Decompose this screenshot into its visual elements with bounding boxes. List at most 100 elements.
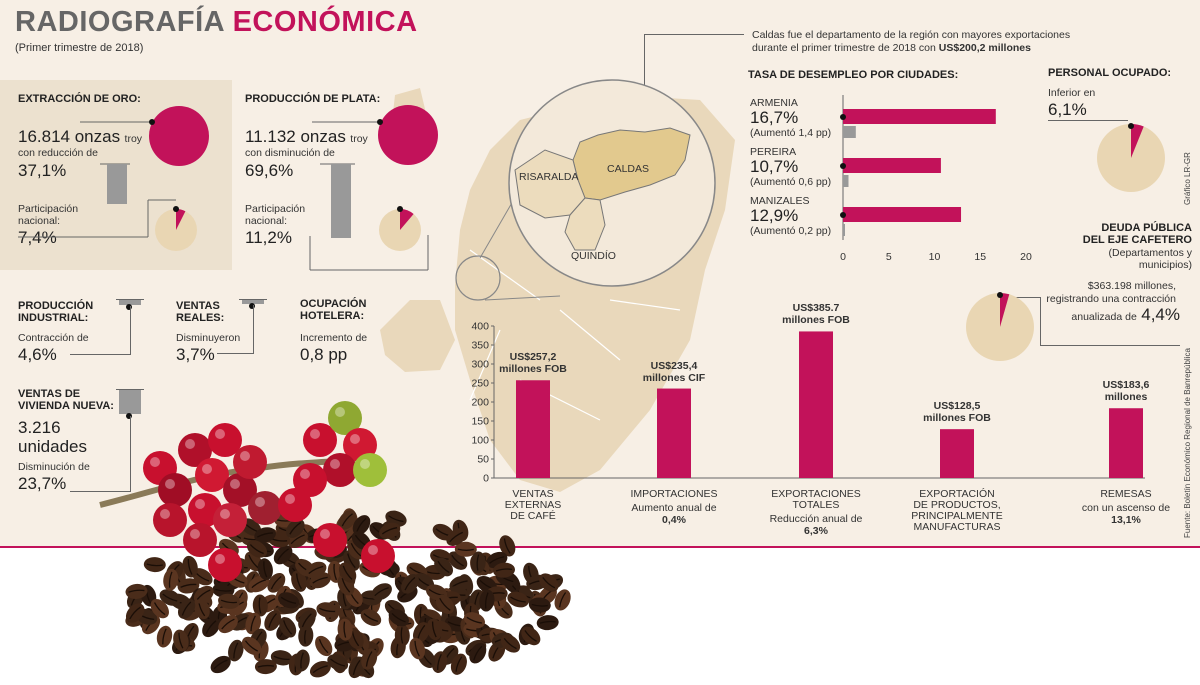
housing-heading-2: VIVIENDA NUEVA:: [18, 400, 114, 412]
trade-bar-2: [799, 331, 833, 478]
debt-text-3-line: anualizada de 4,4%: [1071, 305, 1180, 325]
debt-sub-2: municipios): [1138, 259, 1192, 271]
housing-units-label: unidades: [18, 437, 88, 456]
industrial-leader-h: [70, 354, 131, 355]
debt-sub-1: (Departamentos y: [1108, 247, 1192, 259]
industrial-bar: [119, 300, 141, 305]
gold-change-value: 37,1%: [18, 161, 67, 180]
hotel-heading-1: OCUPACIÓN: [300, 298, 367, 310]
gold-decline-bar: [107, 164, 127, 204]
unemployment-change-bar-1: [843, 175, 849, 187]
trade-ytick-2: 100: [471, 435, 489, 447]
silver-change-text: con disminución de: [245, 147, 335, 159]
employed-value: 6,1%: [1048, 100, 1087, 119]
housing-bar: [119, 390, 141, 414]
employed-share-wedge: [1131, 124, 1144, 158]
unemployment-xtick-3: 15: [974, 251, 986, 263]
unemployment-bar-0: [843, 109, 996, 124]
divider-line: [0, 546, 1200, 548]
unemployment-city-0: ARMENIA: [750, 97, 798, 109]
retail-dot: [249, 303, 255, 309]
debt-value: 4,4%: [1141, 305, 1180, 324]
retail-baseline: [239, 299, 267, 300]
trade-value-label-1-0: US$235,4: [650, 359, 698, 372]
trade-value-label-0-1: millones FOB: [499, 363, 567, 376]
trade-note-1-1: 0,4%: [662, 514, 686, 526]
trade-ytick-6: 300: [471, 359, 489, 371]
retail-leader-h: [217, 353, 254, 354]
industrial-text: Contracción de: [18, 332, 89, 344]
trade-value-label-2-0: US$385.7: [792, 302, 840, 315]
debt-leader-h2: [1040, 345, 1180, 346]
gold-amount-line: 16.814 onzas troy: [18, 127, 142, 147]
industrial-heading-1: PRODUCCIÓN: [18, 300, 94, 312]
trade-category-1-0: IMPORTACIONES: [630, 488, 718, 500]
caldas-note-line-1: Caldas fue el departamento de la región …: [752, 29, 1071, 41]
debt-text-3: anualizada de: [1071, 311, 1137, 323]
trade-ytick-3: 150: [471, 416, 489, 428]
employed-leader: [1048, 120, 1128, 121]
unemployment-chart: 0 5 10 15 20: [840, 95, 1032, 263]
silver-decline-bar: [331, 164, 351, 238]
gold-share-label-2: nacional:: [18, 215, 61, 227]
housing-text: Disminución de: [18, 461, 90, 473]
trade-ytick-5: 250: [471, 378, 489, 390]
caldas-note-value: US$200,2 millones: [938, 42, 1031, 54]
trade-ytick-8: 400: [471, 321, 489, 333]
silver-unit: troy: [350, 133, 368, 145]
trade-value-label-4-1: millones: [1104, 391, 1148, 404]
unemployment-xtick-4: 20: [1020, 251, 1032, 263]
unemployment-city-1: PEREIRA: [750, 146, 797, 158]
housing-leader-h: [70, 491, 131, 492]
trade-category-3-1: DE PRODUCTOS,: [913, 499, 1001, 511]
regional-trade-chart: 0 50 100 150 200 250 300 350 400: [471, 321, 1145, 485]
retail-text: Disminuyeron: [176, 332, 241, 344]
unemployment-city-2: MANIZALES: [750, 195, 810, 207]
trade-ytick-4: 200: [471, 397, 489, 409]
silver-share-label-1: Participación: [245, 203, 306, 215]
trade-ytick-0: 0: [483, 473, 489, 485]
trade-value-label-4-0: US$183,6: [1102, 379, 1150, 392]
trade-category-2-1: TOTALES: [792, 499, 840, 511]
gold-unit: troy: [124, 133, 143, 145]
unemployment-change-0: (Aumentó 1,4 pp): [750, 127, 832, 139]
unemployment-value-0: 16,7%: [750, 108, 799, 127]
silver-graphics: [309, 105, 438, 271]
housing-leader-v: [130, 416, 131, 491]
industrial-heading-2: INDUSTRIAL:: [18, 312, 89, 324]
trade-category-3-0: EXPORTACIÓN: [919, 488, 995, 500]
housing-dot: [126, 413, 132, 419]
caldas-leader-h: [644, 34, 744, 35]
retail-value: 3,7%: [176, 345, 215, 364]
title-part-2: ECONÓMICA: [232, 6, 418, 38]
trade-ytick-7: 350: [471, 340, 489, 352]
trade-category-3-2: PRINCIPALMENTE: [911, 510, 1003, 522]
retail-heading-2: REALES:: [176, 312, 225, 324]
trade-value-label-3-1: millones FOB: [923, 412, 991, 425]
unemployment-change-bar-0: [843, 126, 856, 138]
gold-amount: 16.814 onzas: [18, 127, 121, 146]
graphic-credit: Gráfico LR-GR: [1183, 152, 1192, 205]
trade-category-2-0: EXPORTACIONES: [771, 488, 861, 500]
silver-share-label-2: nacional:: [245, 215, 288, 227]
silver-amount: 11.132 onzas: [245, 127, 346, 146]
housing-heading-1: VENTAS DE: [18, 388, 81, 400]
trade-value-label-0-0: US$257,2: [509, 351, 557, 364]
unemployment-change-bar-2: [843, 224, 845, 236]
debt-text-1: $363.198 millones,: [1087, 280, 1176, 292]
trade-category-3-3: MANUFACTURAS: [913, 521, 1001, 533]
industrial-leader-v: [130, 306, 131, 354]
debt-text-2: registrando una contracción: [1046, 293, 1176, 305]
trade-category-4-0: REMESAS: [1100, 488, 1152, 500]
gold-circle: [149, 106, 209, 166]
debt-leader-h: [1000, 297, 1040, 298]
housing-baseline: [116, 389, 144, 390]
page-title: RADIOGRAFÍA ECONÓMICA: [15, 6, 418, 39]
employed-pie: [1097, 123, 1165, 192]
caldas-note-line-2: durante el primer trimestre de 2018 con …: [752, 42, 1031, 54]
retail-bar: [242, 300, 264, 304]
trade-category-0-0: VENTAS: [512, 488, 554, 500]
trade-value-label-2-1: millones FOB: [782, 314, 850, 327]
silver-share-value: 11,2%: [245, 228, 292, 247]
